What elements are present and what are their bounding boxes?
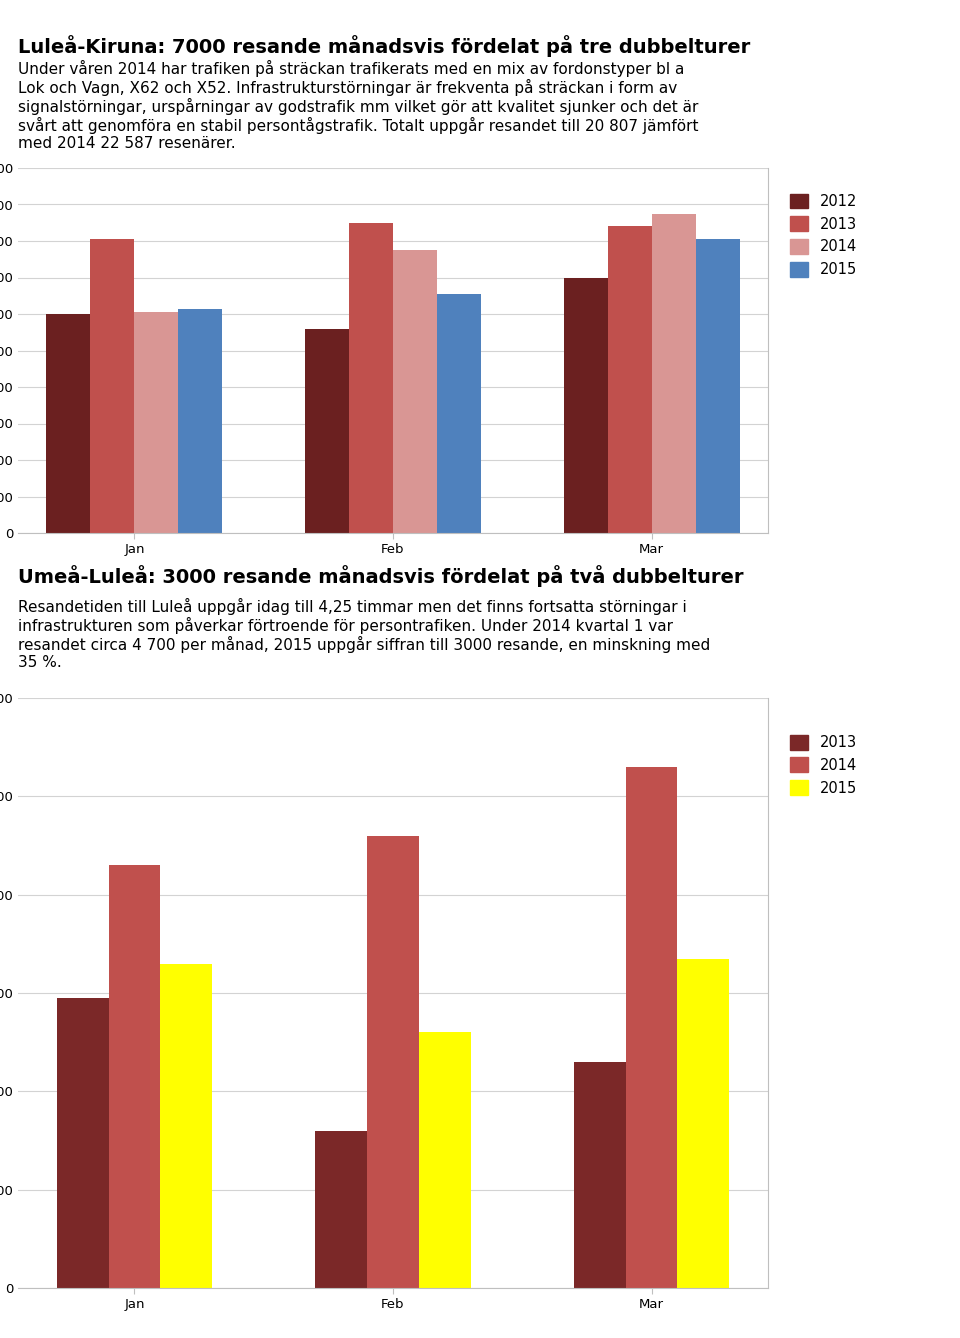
Text: resandet circa 4 700 per månad, 2015 uppgår siffran till 3000 resande, en minskn: resandet circa 4 700 per månad, 2015 upp… [18, 636, 710, 653]
Bar [108, 866, 160, 1288]
Text: med 2014 22 587 resenärer.: med 2014 22 587 resenärer. [18, 136, 235, 151]
Bar [305, 329, 349, 533]
Bar [574, 1062, 626, 1288]
Text: Luleå-Kiruna: 7000 resande månadsvis fördelat på tre dubbelturer: Luleå-Kiruna: 7000 resande månadsvis för… [18, 35, 751, 58]
Text: svårt att genomföra en stabil persontågstrafik. Totalt uppgår resandet till 20 8: svårt att genomföra en stabil persontågs… [18, 116, 699, 134]
Bar [564, 277, 608, 533]
Bar [696, 240, 739, 533]
Text: Under våren 2014 har trafiken på sträckan trafikerats med en mix av fordonstyper: Under våren 2014 har trafiken på sträcka… [18, 60, 684, 78]
Legend: 2012, 2013, 2014, 2015: 2012, 2013, 2014, 2015 [790, 194, 857, 277]
Text: 35 %.: 35 %. [18, 656, 61, 670]
Bar [90, 240, 134, 533]
Bar [134, 312, 179, 533]
Bar [437, 294, 481, 533]
Bar [57, 998, 108, 1288]
Bar [349, 222, 393, 533]
Bar [419, 1033, 470, 1288]
Legend: 2013, 2014, 2015: 2013, 2014, 2015 [790, 735, 856, 796]
Bar [626, 767, 678, 1288]
Bar [678, 958, 730, 1288]
Bar [46, 314, 90, 533]
Text: Lok och Vagn, X62 och X52. Infrastrukturstörningar är frekventa på sträckan i fo: Lok och Vagn, X62 och X52. Infrastruktur… [18, 79, 677, 96]
Bar [393, 250, 437, 533]
Text: signalstörningar, urspårningar av godstrafik mm vilket gör att kvalitet sjunker : signalstörningar, urspårningar av godstr… [18, 98, 698, 115]
Bar [652, 214, 696, 533]
Bar [316, 1131, 367, 1288]
Text: infrastrukturen som påverkar förtroende för persontrafiken. Under 2014 kvartal 1: infrastrukturen som påverkar förtroende … [18, 617, 673, 634]
Bar [608, 226, 652, 533]
Bar [367, 836, 419, 1288]
Bar [160, 963, 212, 1288]
Text: Umeå-Luleå: 3000 resande månadsvis fördelat på två dubbelturer: Umeå-Luleå: 3000 resande månadsvis förde… [18, 565, 743, 587]
Text: Resandetiden till Luleå uppgår idag till 4,25 timmar men det finns fortsatta stö: Resandetiden till Luleå uppgår idag till… [18, 598, 686, 615]
Bar [179, 309, 223, 533]
